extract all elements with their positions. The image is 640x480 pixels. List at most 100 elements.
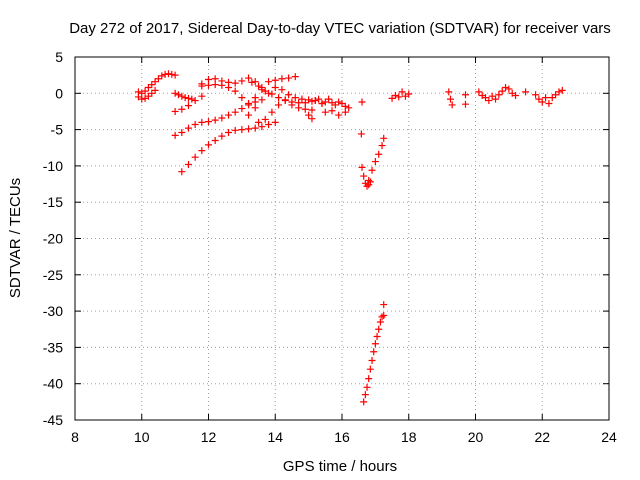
data-point [365,375,373,383]
grid-lines [75,57,609,420]
data-point [363,383,371,391]
data-point [184,102,192,110]
data-point [378,142,386,150]
data-point [181,94,189,102]
data-point [370,348,378,356]
data-point [365,176,373,184]
data-point [380,311,388,319]
axis-ticks: 8 10 12 14 16 18 20 22 24 5 0 -5 -10 -15 -20 -25 -30 -35 -… [43,49,617,445]
data-point [198,92,206,100]
y-tick-label: 5 [55,49,63,65]
data-point [358,163,366,171]
data-point [373,333,381,341]
data-point [268,108,276,116]
data-point [311,97,319,105]
data-point [371,158,379,166]
data-point [360,398,368,406]
data-point [522,88,530,96]
data-point [141,87,149,95]
data-point [532,91,540,99]
data-point [335,111,343,119]
data-point [164,70,172,78]
data-point [305,111,313,119]
data-point [188,95,196,103]
y-tick-label: -5 [51,122,64,138]
data-point [321,108,329,116]
data-point [158,72,166,80]
x-tick-label: 20 [468,429,484,445]
x-tick-label: 12 [201,429,217,445]
data-point [258,96,266,104]
data-point [371,340,379,348]
series-stray-17.2h [380,301,388,309]
data-point [358,98,366,106]
y-tick-label: -10 [43,158,63,174]
data-point [161,70,169,78]
data-point [291,94,299,102]
y-tick-label: -15 [43,194,63,210]
data-point [261,115,269,123]
data-point [281,97,289,105]
series-arc-13h-rise [251,73,299,102]
data-point [475,88,483,96]
data-point [328,107,336,115]
data-point [218,132,226,140]
y-tick-label: -25 [43,267,63,283]
data-point [238,126,246,134]
data-point [271,76,279,84]
data-point [405,90,413,98]
data-point [363,182,371,190]
data-point [357,130,365,138]
data-point [558,86,566,94]
data-point [461,91,469,99]
data-point [191,153,199,161]
data-point [255,118,263,126]
data-point [335,98,343,106]
data-point [151,86,159,94]
data-point [178,168,186,176]
data-point [218,81,226,89]
data-points [134,70,566,406]
data-point [174,91,182,99]
data-point [255,82,263,90]
data-point [171,131,179,139]
data-point [295,104,303,112]
series-arc-17h-rise [365,134,388,184]
y-tick-label: -20 [43,231,63,247]
data-point [461,100,469,108]
data-point [542,94,550,102]
series-arc-21.5h-pt [522,88,530,96]
series-arc-10h-top [134,70,179,97]
data-point [245,111,253,119]
data-point [178,129,186,137]
data-point [301,105,309,113]
data-point [171,89,179,97]
data-point [315,95,323,103]
data-point [271,118,279,126]
series-arc-17.5h [388,88,413,102]
x-tick-label: 16 [334,429,350,445]
data-point [251,78,259,86]
data-point [184,124,192,132]
data-point [512,91,520,99]
data-point [265,121,273,129]
data-point [225,111,233,119]
data-point [171,71,179,79]
data-point [178,105,186,113]
data-point [318,99,326,107]
series-arc-22h [532,86,566,107]
series-arc-11h-rise [171,92,206,115]
data-point [205,141,212,149]
y-tick-label: -30 [43,303,63,319]
x-axis-label: GPS time / hours [283,458,397,475]
data-point [298,95,306,103]
data-point [301,99,309,107]
data-point [498,87,506,95]
data-point [380,134,388,142]
series-arc-19h-start [445,88,456,109]
data-point [218,114,226,122]
data-point [205,81,212,89]
data-point [184,94,192,102]
data-point [238,77,246,85]
